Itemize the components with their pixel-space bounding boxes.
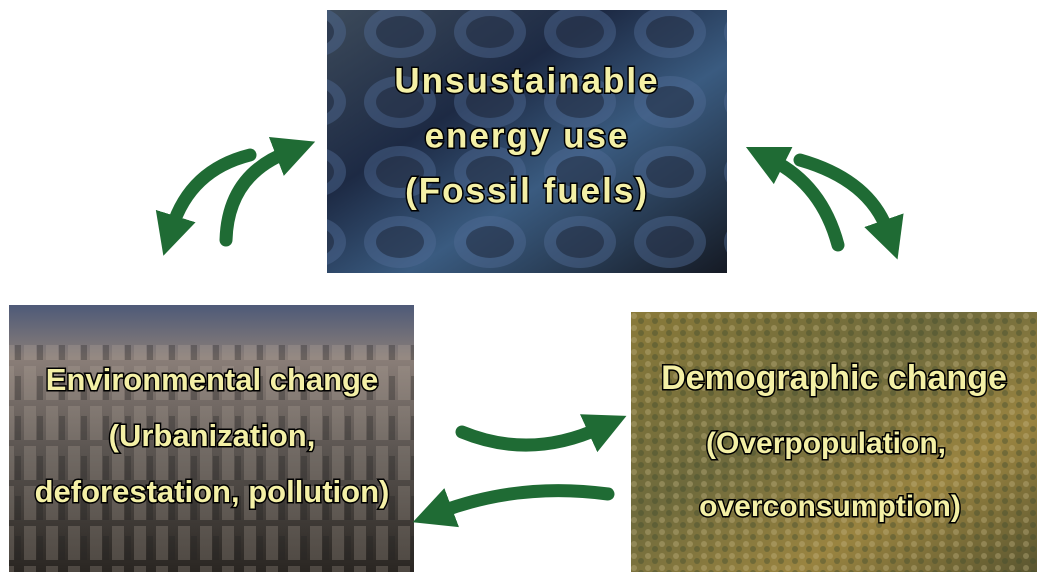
demographic-box: Demographic change (Overpopulation, over…: [631, 312, 1037, 572]
node-label: Demographic change: [661, 359, 1007, 397]
arrow: [440, 491, 608, 512]
node-label: (Urbanization,: [109, 418, 316, 453]
node-label: (Fossil fuels): [405, 171, 649, 210]
node-label: Environmental change: [46, 362, 378, 397]
node-label: energy use: [425, 116, 630, 155]
node-label: overconsumption): [699, 490, 961, 523]
arrow: [462, 428, 600, 445]
environment-box: Environmental change (Urbanization, defo…: [9, 305, 414, 572]
diagram: Unsustainable energy use (Fossil fuels) …: [0, 0, 1037, 572]
node-label: Unsustainable: [394, 61, 659, 100]
node-label: (Overpopulation,: [706, 427, 946, 460]
node-label: deforestation, pollution): [35, 474, 390, 509]
energy-box: Unsustainable energy use (Fossil fuels): [327, 10, 727, 273]
